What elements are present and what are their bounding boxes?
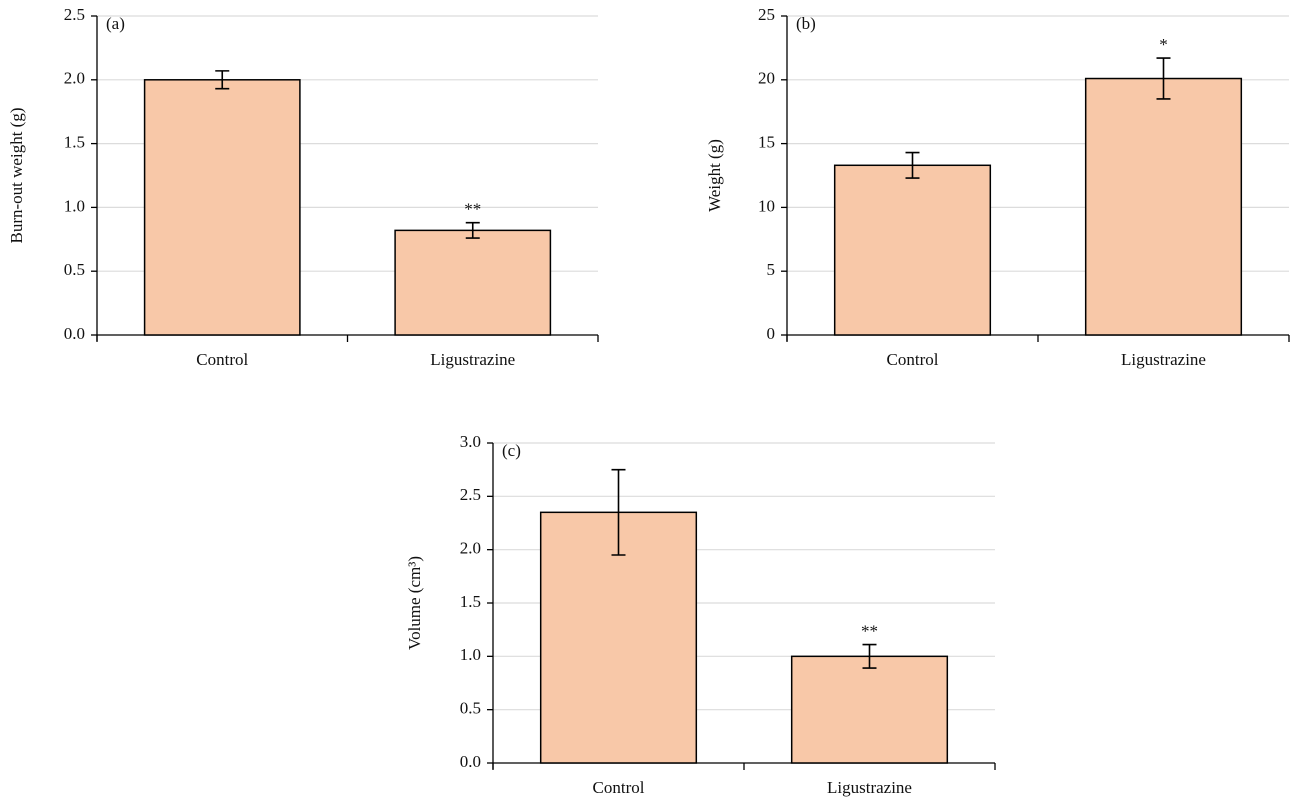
panel-label: (a) — [106, 14, 125, 33]
y-tick-label: 1.5 — [64, 133, 85, 152]
y-axis-label: Volume (cm³) — [405, 556, 424, 650]
error-bar — [465, 221, 480, 239]
error-bar — [905, 151, 920, 179]
y-tick-label: 0.5 — [64, 260, 85, 279]
y-tick-label: 2.5 — [460, 485, 481, 504]
y-tick-label: 2.0 — [64, 69, 85, 88]
error-bar — [215, 70, 230, 90]
panel-label: (b) — [796, 14, 816, 33]
x-tick-label: Control — [887, 350, 939, 369]
x-tick-label: Ligustrazine — [1121, 350, 1206, 369]
bar — [143, 79, 301, 336]
y-tick-label: 2.5 — [64, 5, 85, 24]
y-tick-label: 2.0 — [460, 539, 481, 558]
bar — [394, 229, 552, 336]
significance-mark: ** — [464, 200, 481, 219]
significance-mark: ** — [861, 622, 878, 641]
y-tick-label: 20 — [758, 69, 775, 88]
y-tick-label: 25 — [758, 5, 775, 24]
y-tick-label: 15 — [758, 133, 775, 152]
y-tick-label: 1.0 — [460, 645, 481, 664]
y-tick-label: 0.5 — [460, 699, 481, 718]
error-bar — [611, 468, 626, 556]
y-tick-label: 0.0 — [64, 324, 85, 343]
y-axis-label: Burn-out weight (g) — [7, 108, 26, 244]
y-tick-label: 3.0 — [460, 432, 481, 451]
y-tick-label: 0.0 — [460, 752, 481, 771]
bar — [790, 655, 949, 764]
y-tick-label: 1.5 — [460, 592, 481, 611]
y-tick-label: 10 — [758, 196, 775, 215]
x-tick-label: Control — [196, 350, 248, 369]
error-bar — [1156, 57, 1171, 100]
significance-mark: * — [1159, 35, 1168, 54]
y-tick-label: 1.0 — [64, 196, 85, 215]
x-tick-label: Control — [593, 778, 645, 797]
y-tick-label: 0 — [767, 324, 776, 343]
error-bar — [862, 643, 877, 669]
bar — [1084, 77, 1243, 336]
x-tick-label: Ligustrazine — [827, 778, 912, 797]
panel-label: (c) — [502, 441, 521, 460]
x-tick-label: Ligustrazine — [430, 350, 515, 369]
y-axis-label: Weight (g) — [705, 139, 724, 212]
y-tick-label: 5 — [767, 260, 776, 279]
bar — [833, 164, 992, 336]
